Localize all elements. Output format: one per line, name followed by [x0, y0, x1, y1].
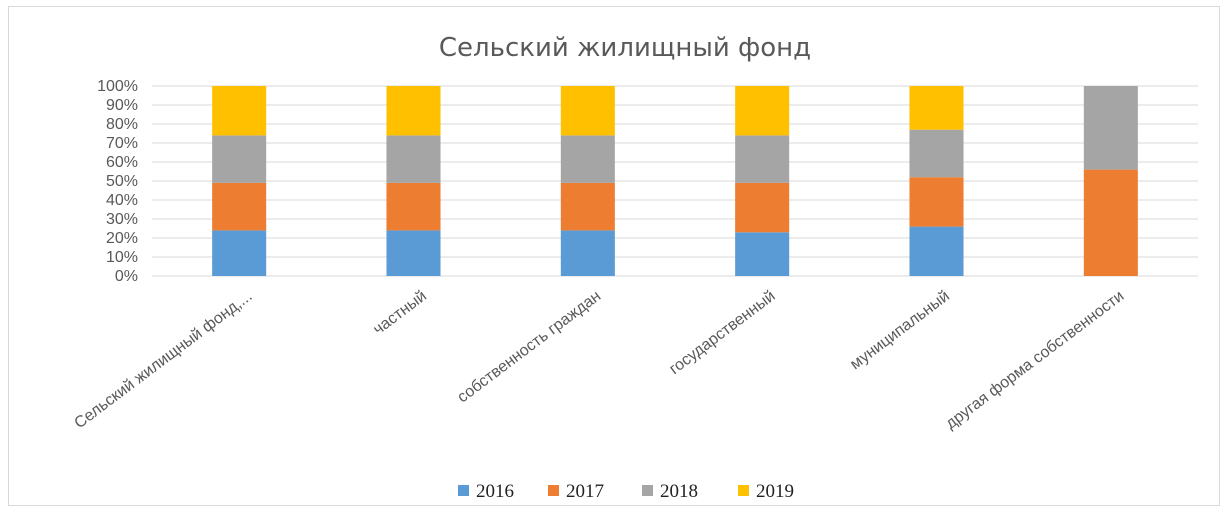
y-tick-label: 10%: [106, 249, 138, 266]
y-tick-label: 30%: [106, 211, 138, 228]
y-tick-label: 60%: [106, 154, 138, 171]
bar-segment-2017: [735, 182, 790, 233]
bar-segment-2017: [1083, 169, 1138, 276]
legend: 2016 2017 2018 2019: [458, 481, 794, 502]
legend-swatch-2019: [738, 485, 749, 496]
y-tick-label: 80%: [106, 116, 138, 133]
x-category-label: собственность граждан: [454, 288, 604, 407]
bar-segment-2016: [212, 230, 267, 276]
y-axis-ticks: 0% 10% 20% 30% 40% 50% 60% 70% 80% 90% 100%: [97, 78, 138, 285]
y-tick-label: 0%: [115, 268, 138, 285]
x-axis-categories: Сельский жилищный фонд,... частный собстве…: [71, 288, 1127, 433]
x-category-label: другая форма собственности: [943, 288, 1128, 433]
y-tick-label: 70%: [106, 135, 138, 152]
legend-swatch-2018: [642, 485, 653, 496]
bar-segment-2016: [386, 230, 441, 276]
bar-segment-2019: [735, 86, 790, 136]
legend-swatch-2017: [548, 485, 559, 496]
y-tick-label: 100%: [97, 78, 138, 95]
gridlines: [152, 85, 1198, 277]
bar-segment-2018: [386, 135, 441, 183]
bar-segment-2018: [560, 135, 615, 183]
bar-segment-2019: [386, 86, 441, 136]
bar-segment-2018: [735, 135, 790, 183]
legend-label: 2016: [476, 481, 514, 502]
bar-segment-2017: [212, 182, 267, 231]
bars: [212, 86, 1138, 276]
bar-segment-2018: [212, 135, 267, 183]
bar-segment-2018: [1083, 86, 1138, 170]
y-tick-label: 20%: [106, 230, 138, 247]
bar-segment-2017: [560, 182, 615, 231]
legend-label: 2017: [566, 481, 604, 502]
bar-segment-2017: [909, 177, 964, 227]
legend-swatch-2016: [458, 485, 469, 496]
bar-segment-2019: [560, 86, 615, 136]
y-tick-label: 40%: [106, 192, 138, 209]
bar-segment-2016: [560, 230, 615, 276]
legend-label: 2019: [756, 481, 794, 502]
x-category-label: муниципальный: [847, 288, 953, 374]
bar-segment-2018: [909, 129, 964, 178]
bar-segment-2016: [909, 226, 964, 276]
chart-title: Сельский жилищный фонд: [439, 33, 811, 63]
bar-segment-2019: [909, 86, 964, 130]
bar-segment-2016: [735, 232, 790, 276]
legend-label: 2018: [660, 481, 698, 502]
y-tick-label: 50%: [106, 173, 138, 190]
x-category-label: частный: [370, 288, 430, 339]
x-category-label: Сельский жилищный фонд,...: [71, 288, 255, 433]
bar-segment-2019: [212, 86, 267, 136]
y-tick-label: 90%: [106, 97, 138, 114]
bar-segment-2017: [386, 182, 441, 231]
x-category-label: государственный: [666, 288, 778, 378]
